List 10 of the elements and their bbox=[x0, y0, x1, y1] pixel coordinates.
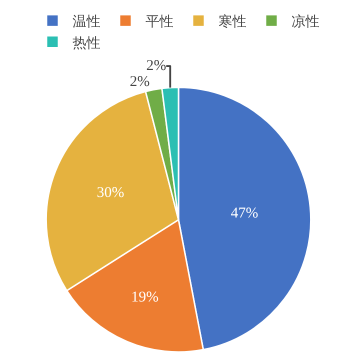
legend-label: 寒性 bbox=[218, 14, 246, 30]
legend-label: 热性 bbox=[72, 35, 100, 52]
legend-label: 平性 bbox=[146, 14, 174, 30]
legend-label: 温性 bbox=[72, 14, 100, 30]
legend-label: 凉性 bbox=[292, 14, 320, 30]
data-label: 2% bbox=[130, 74, 150, 90]
data-label: 19% bbox=[131, 289, 159, 306]
data-label: 30% bbox=[96, 184, 124, 201]
data-label: 47% bbox=[230, 205, 258, 222]
data-label: 2% bbox=[146, 58, 166, 74]
